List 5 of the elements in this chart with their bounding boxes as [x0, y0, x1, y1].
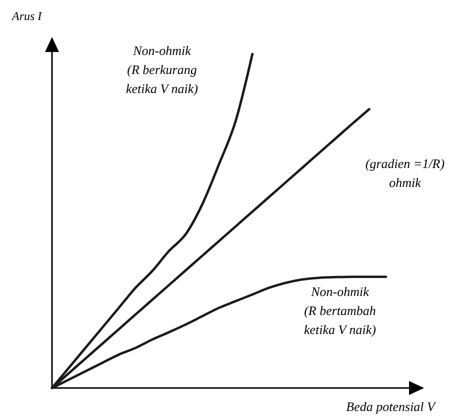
y-axis-title: Arus I [11, 9, 43, 23]
x-axis-title: Beda potensial V [346, 399, 438, 414]
annotation: (gradien =1/R) ohmik [365, 156, 445, 190]
annotation: Non-ohmik (R berkurang ketika V naik) [126, 43, 198, 96]
annotation: Non-ohmik (R bertambah ketika V naik) [304, 284, 376, 337]
